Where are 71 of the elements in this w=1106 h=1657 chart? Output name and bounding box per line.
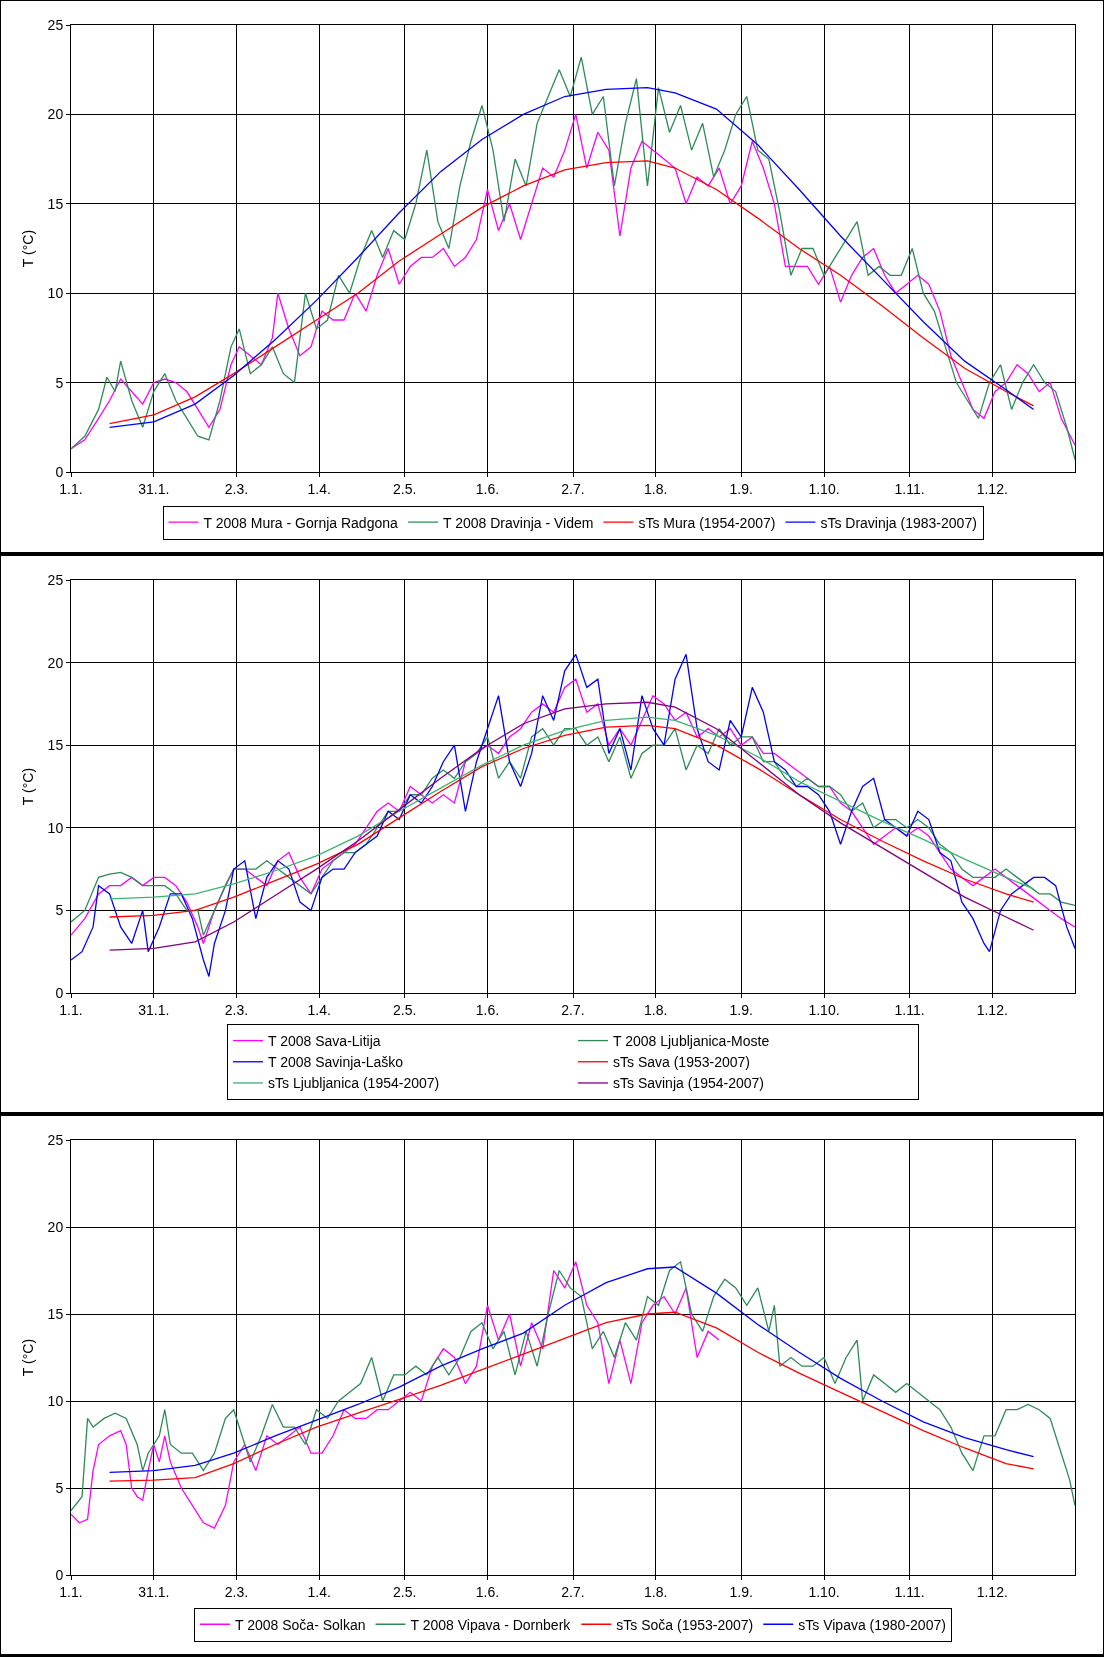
legend-label: T 2008 Dravinja - Videm [443,514,594,531]
legend-label: T 2008 Savinja-Laško [268,1054,404,1071]
legend-label: sTs Savinja (1954-2007) [613,1075,764,1092]
x-tick-label: 1.12. [976,480,1008,497]
x-tick-label: 2.7. [561,1001,585,1018]
x-tick-label: 31.1. [138,1001,170,1018]
legend-label: sTs Soča (1953-2007) [616,1616,754,1633]
y-axis-title: T (°C) [20,767,37,806]
legend-label: sTs Dravinja (1983-2007) [820,514,977,531]
y-tick-label: 20 [47,654,64,671]
x-tick-label: 1.11. [894,480,925,497]
x-tick-label: 1.10. [808,1583,840,1600]
x-tick-label: 2.3. [224,1001,249,1018]
y-tick-label: 10 [47,1392,64,1409]
y-tick-label: 5 [55,374,64,391]
x-tick-label: 1.10. [808,480,840,497]
y-tick-label: 25 [47,16,64,33]
x-tick-label: 1.8. [644,1583,668,1600]
x-tick-label: 2.3. [224,1583,249,1600]
x-tick-label: 1.4. [307,1583,331,1600]
x-tick-label: 1.11. [894,1583,925,1600]
y-tick-label: 5 [55,902,64,919]
y-tick-label: 15 [47,737,64,754]
x-tick-label: 1.4. [307,480,331,497]
x-tick-label: 1.8. [644,1001,668,1018]
x-tick-label: 1.6. [475,480,500,497]
legend-label: sTs Sava (1953-2007) [613,1054,750,1071]
y-tick-label: 5 [55,1479,64,1496]
x-tick-label: 1.11. [894,1001,925,1018]
x-tick-label: 1.12. [976,1583,1008,1600]
x-tick-label: 31.1. [138,480,170,497]
x-tick-label: 1.9. [729,480,753,497]
x-tick-label: 1.1. [59,480,83,497]
legend-label: T 2008 Sava-Litija [268,1033,381,1050]
x-tick-label: 1.9. [729,1583,753,1600]
y-tick-label: 20 [47,106,64,123]
y-tick-label: 0 [55,984,64,1001]
x-tick-label: 1.8. [644,480,668,497]
x-tick-label: 2.5. [393,1583,417,1600]
x-tick-label: 1.9. [729,1001,753,1018]
x-tick-label: 1.1. [59,1583,83,1600]
y-tick-label: 15 [47,1305,64,1322]
y-tick-label: 10 [47,819,64,836]
y-axis-title: T (°C) [20,229,37,268]
x-tick-label: 2.7. [561,1583,585,1600]
x-tick-label: 1.12. [976,1001,1008,1018]
x-tick-label: 2.5. [393,1001,417,1018]
legend-label: sTs Mura (1954-2007) [638,514,776,531]
legend-label: T 2008 Ljubljanica-Moste [613,1033,770,1050]
x-tick-label: 1.10. [808,1001,840,1018]
legend-label: T 2008 Soča- Solkan [235,1616,366,1633]
x-tick-label: 31.1. [138,1583,170,1600]
x-tick-label: 1.4. [307,1001,331,1018]
x-tick-label: 1.6. [475,1583,500,1600]
legend-label: T 2008 Mura - Gornja Radgona [203,514,399,531]
x-tick-label: 1.6. [475,1001,500,1018]
y-tick-label: 0 [55,1566,64,1583]
y-tick-label: 25 [47,1131,64,1148]
y-tick-label: 20 [47,1218,64,1235]
y-tick-label: 15 [47,195,64,212]
y-tick-label: 0 [55,463,64,480]
legend-label: T 2008 Vipava - Dornberk [410,1616,572,1633]
y-axis-title: T (°C) [20,1338,37,1377]
legend-label: sTs Vipava (1980-2007) [798,1616,946,1633]
y-tick-label: 10 [47,285,64,302]
legend-label: sTs Ljubljanica (1954-2007) [268,1075,440,1092]
y-tick-label: 25 [47,571,64,588]
x-tick-label: 2.7. [561,480,585,497]
x-tick-label: 2.5. [393,480,417,497]
x-tick-label: 1.1. [59,1001,83,1018]
x-tick-label: 2.3. [224,480,249,497]
